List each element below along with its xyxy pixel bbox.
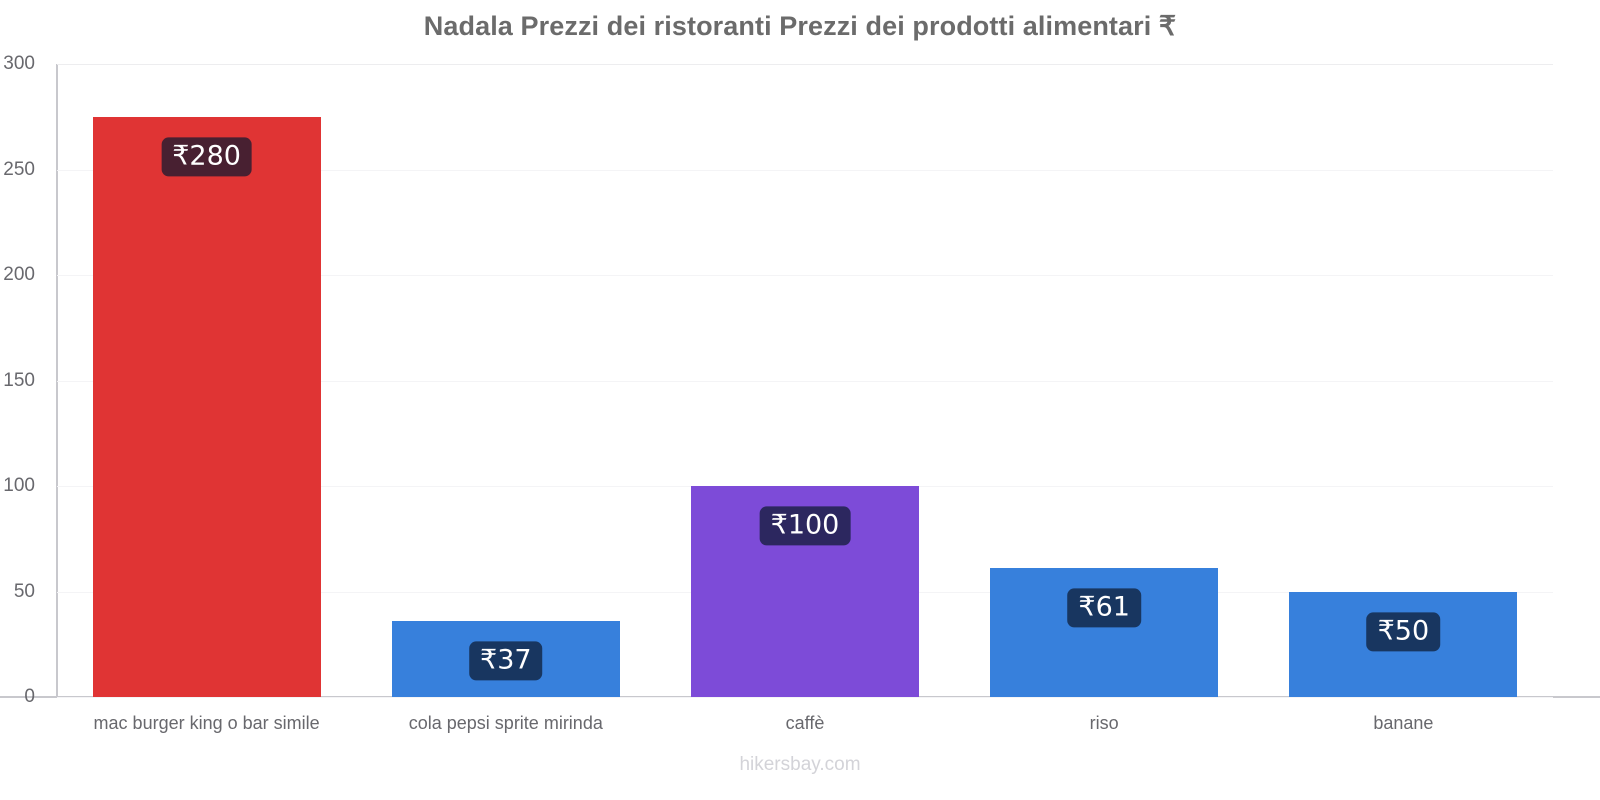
x-axis-tick-label: caffè (785, 713, 825, 733)
x-axis-tick-label: cola pepsi sprite mirinda (408, 713, 603, 733)
y-axis-tick-label: 0 (24, 686, 35, 707)
gridline (57, 275, 1553, 276)
plot-area (57, 64, 1553, 698)
bar-value-badge: ₹61 (1067, 588, 1141, 628)
bar-value-badge: ₹280 (161, 137, 252, 177)
y-axis-tick-label: 250 (3, 158, 35, 180)
gridline (57, 64, 1553, 65)
x-axis-tick-label: riso (1089, 713, 1119, 733)
gridline (57, 380, 1553, 382)
watermark-label: hikersbay.com (739, 754, 861, 775)
chart-title: Nadala Prezzi dei ristoranti Prezzi dei … (423, 11, 1177, 41)
bars-group (57, 64, 1553, 697)
bar-value-badge: ₹100 (759, 506, 851, 546)
bar-value-badge: ₹37 (469, 641, 543, 681)
x-axis-tick-label: mac burger king o bar simile (93, 713, 320, 733)
y-axis-tick-label: 200 (3, 264, 35, 285)
bar-value-badge: ₹50 (1366, 611, 1441, 652)
y-axis-tick-label: 150 (3, 369, 35, 391)
gridline (57, 169, 1553, 171)
bar[interactable] (990, 568, 1219, 697)
y-axis-tick-label: 300 (3, 53, 35, 74)
y-axis-tick-label: 50 (13, 580, 35, 602)
y-axis-tick-label: 100 (3, 475, 35, 496)
bar[interactable] (92, 116, 321, 697)
x-axis-tick-label: banane (1373, 713, 1434, 733)
gridline (57, 697, 1553, 698)
